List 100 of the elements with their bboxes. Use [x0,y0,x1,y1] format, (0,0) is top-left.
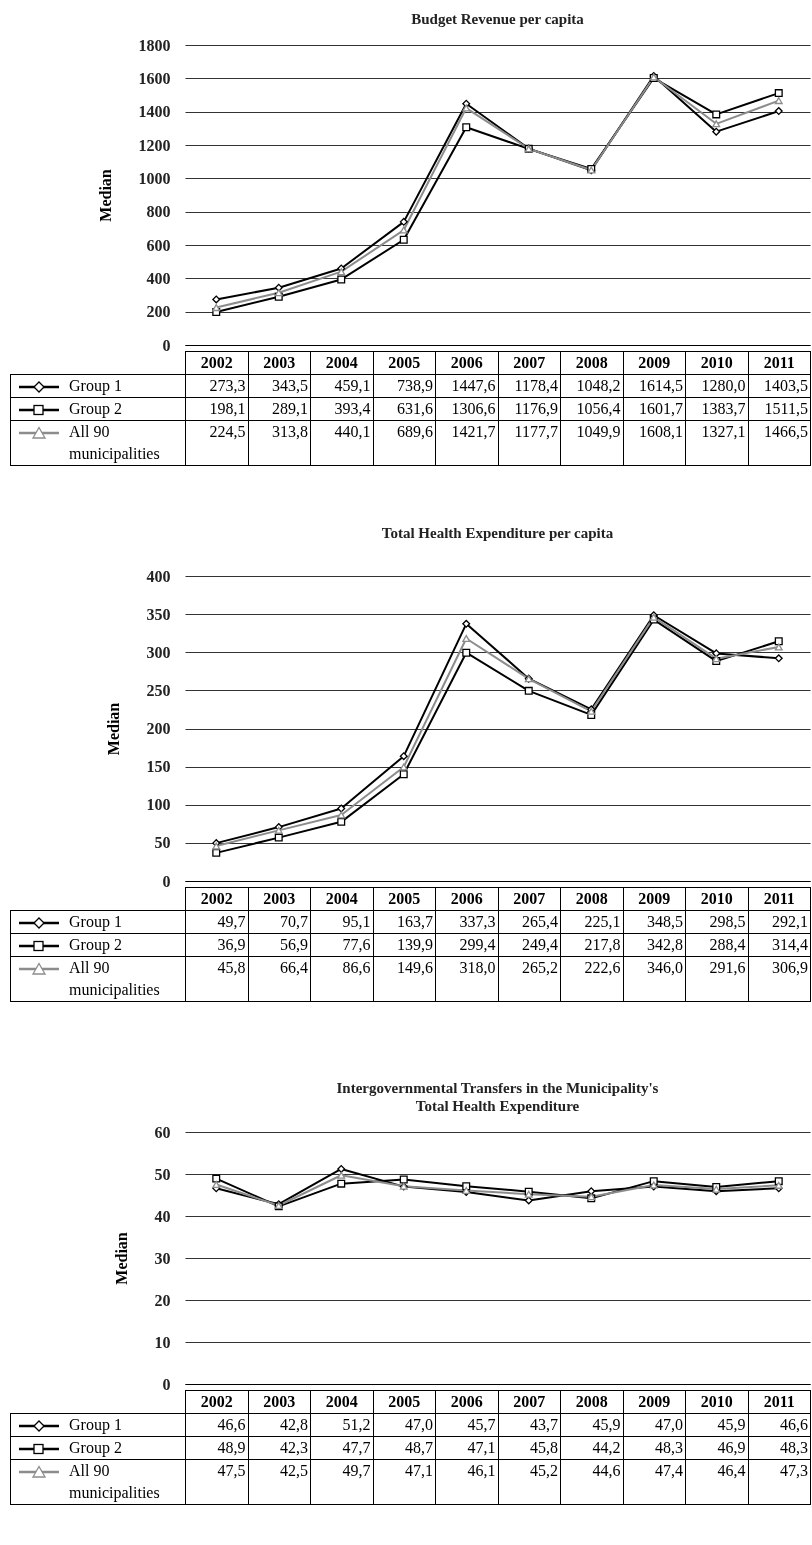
y-tick-label: 200 [146,303,171,321]
data-label: 1511,5 [748,397,811,421]
data-label: 45,9 [685,1413,748,1437]
legend-label: Group 1 [69,1415,123,1436]
data-label: 47,7 [310,1436,373,1460]
data-label: 47,1 [373,1459,436,1505]
data-label: 45,8 [498,1436,561,1460]
data-label: 1466,5 [748,420,811,466]
x-tick-label: 2006 [435,351,498,375]
x-tick-label: 2006 [435,887,498,911]
data-label: 1177,7 [498,420,561,466]
x-tick-label: 2007 [498,887,561,911]
x-tick-label: 2007 [498,351,561,375]
data-label: 48,3 [623,1436,686,1460]
data-label: 77,6 [310,933,373,957]
x-tick-label: 2002 [185,1390,248,1414]
y-tick-label: 60 [154,1123,171,1141]
data-label: 149,6 [373,956,436,1002]
x-tick-label: 2007 [498,1390,561,1414]
data-label: 48,9 [185,1436,248,1460]
y-tick-label: 800 [146,203,171,221]
data-label: 291,6 [685,956,748,1002]
data-label: 42,5 [248,1459,311,1505]
x-tick-label: 2011 [748,1390,811,1414]
data-label: 1327,1 [685,420,748,466]
y-tick-label: 1000 [138,169,171,187]
legend-label: All 90 municipalities [69,422,161,465]
x-tick-label: 2003 [248,1390,311,1414]
data-label: 306,9 [748,956,811,1002]
data-label: 66,4 [248,956,311,1002]
x-tick-label: 2011 [748,887,811,911]
y-tick-label: 250 [146,681,171,699]
data-label: 249,4 [498,933,561,957]
data-label: 45,9 [560,1413,623,1437]
data-label: 36,9 [185,933,248,957]
y-axis-title: Median [112,1232,130,1285]
data-label: 1421,7 [435,420,498,466]
y-tick-label: 10 [154,1333,171,1351]
data-label: 1048,2 [560,374,623,398]
y-tick-label: 1400 [138,103,171,121]
x-tick-label: 2010 [685,887,748,911]
data-label: 56,9 [248,933,311,957]
y-tick-label: 100 [146,796,171,814]
x-tick-label: 2002 [185,351,248,375]
data-label: 217,8 [560,933,623,957]
y-tick-label: 1200 [138,136,171,154]
data-label: 1056,4 [560,397,623,421]
data-label: 299,4 [435,933,498,957]
data-label: 45,2 [498,1459,561,1505]
data-label: 459,1 [310,374,373,398]
data-label: 631,6 [373,397,436,421]
data-label: 343,5 [248,374,311,398]
chart-title: Total Health Expenditure per capita [381,525,614,541]
data-label: 288,4 [685,933,748,957]
data-label: 1178,4 [498,374,561,398]
data-label: 42,3 [248,1436,311,1460]
data-label: 738,9 [373,374,436,398]
legend-label: All 90 municipalities [69,1461,161,1504]
x-tick-label: 2004 [310,1390,373,1414]
data-label: 273,3 [185,374,248,398]
data-label: 1049,9 [560,420,623,466]
y-tick-label: 400 [146,269,171,287]
y-tick-label: 0 [162,872,171,890]
legend-label: Group 2 [69,935,123,956]
chart-title: Intergovernmental Transfers in the Municipality's Total Health Expenditure [336,1080,659,1114]
data-label: 47,5 [185,1459,248,1505]
y-axis-title: Median [96,169,114,222]
data-label: 346,0 [623,956,686,1002]
legend-label: Group 1 [69,376,123,397]
y-tick-label: 350 [146,605,171,623]
data-label: 393,4 [310,397,373,421]
data-label: 348,5 [623,910,686,934]
data-label: 49,7 [185,910,248,934]
x-tick-label: 2010 [685,1390,748,1414]
x-tick-label: 2003 [248,887,311,911]
y-tick-label: 600 [146,236,171,254]
x-tick-label: 2003 [248,351,311,375]
data-label: 44,6 [560,1459,623,1505]
x-tick-label: 2008 [560,351,623,375]
y-tick-label: 400 [146,567,171,585]
data-label: 48,7 [373,1436,436,1460]
data-label: 44,2 [560,1436,623,1460]
data-label: 139,9 [373,933,436,957]
y-tick-label: 30 [154,1249,171,1267]
y-tick-label: 1600 [138,69,171,87]
data-label: 1608,1 [623,420,686,466]
data-label: 298,5 [685,910,748,934]
data-label: 46,9 [685,1436,748,1460]
y-tick-label: 50 [154,834,171,852]
data-label: 86,6 [310,956,373,1002]
x-tick-label: 2005 [373,1390,436,1414]
y-tick-label: 20 [154,1291,171,1309]
data-label: 225,1 [560,910,623,934]
data-label: 46,6 [185,1413,248,1437]
data-label: 47,4 [623,1459,686,1505]
data-label: 318,0 [435,956,498,1002]
data-label: 342,8 [623,933,686,957]
data-label: 1601,7 [623,397,686,421]
data-label: 46,4 [685,1459,748,1505]
y-tick-label: 40 [154,1207,171,1225]
